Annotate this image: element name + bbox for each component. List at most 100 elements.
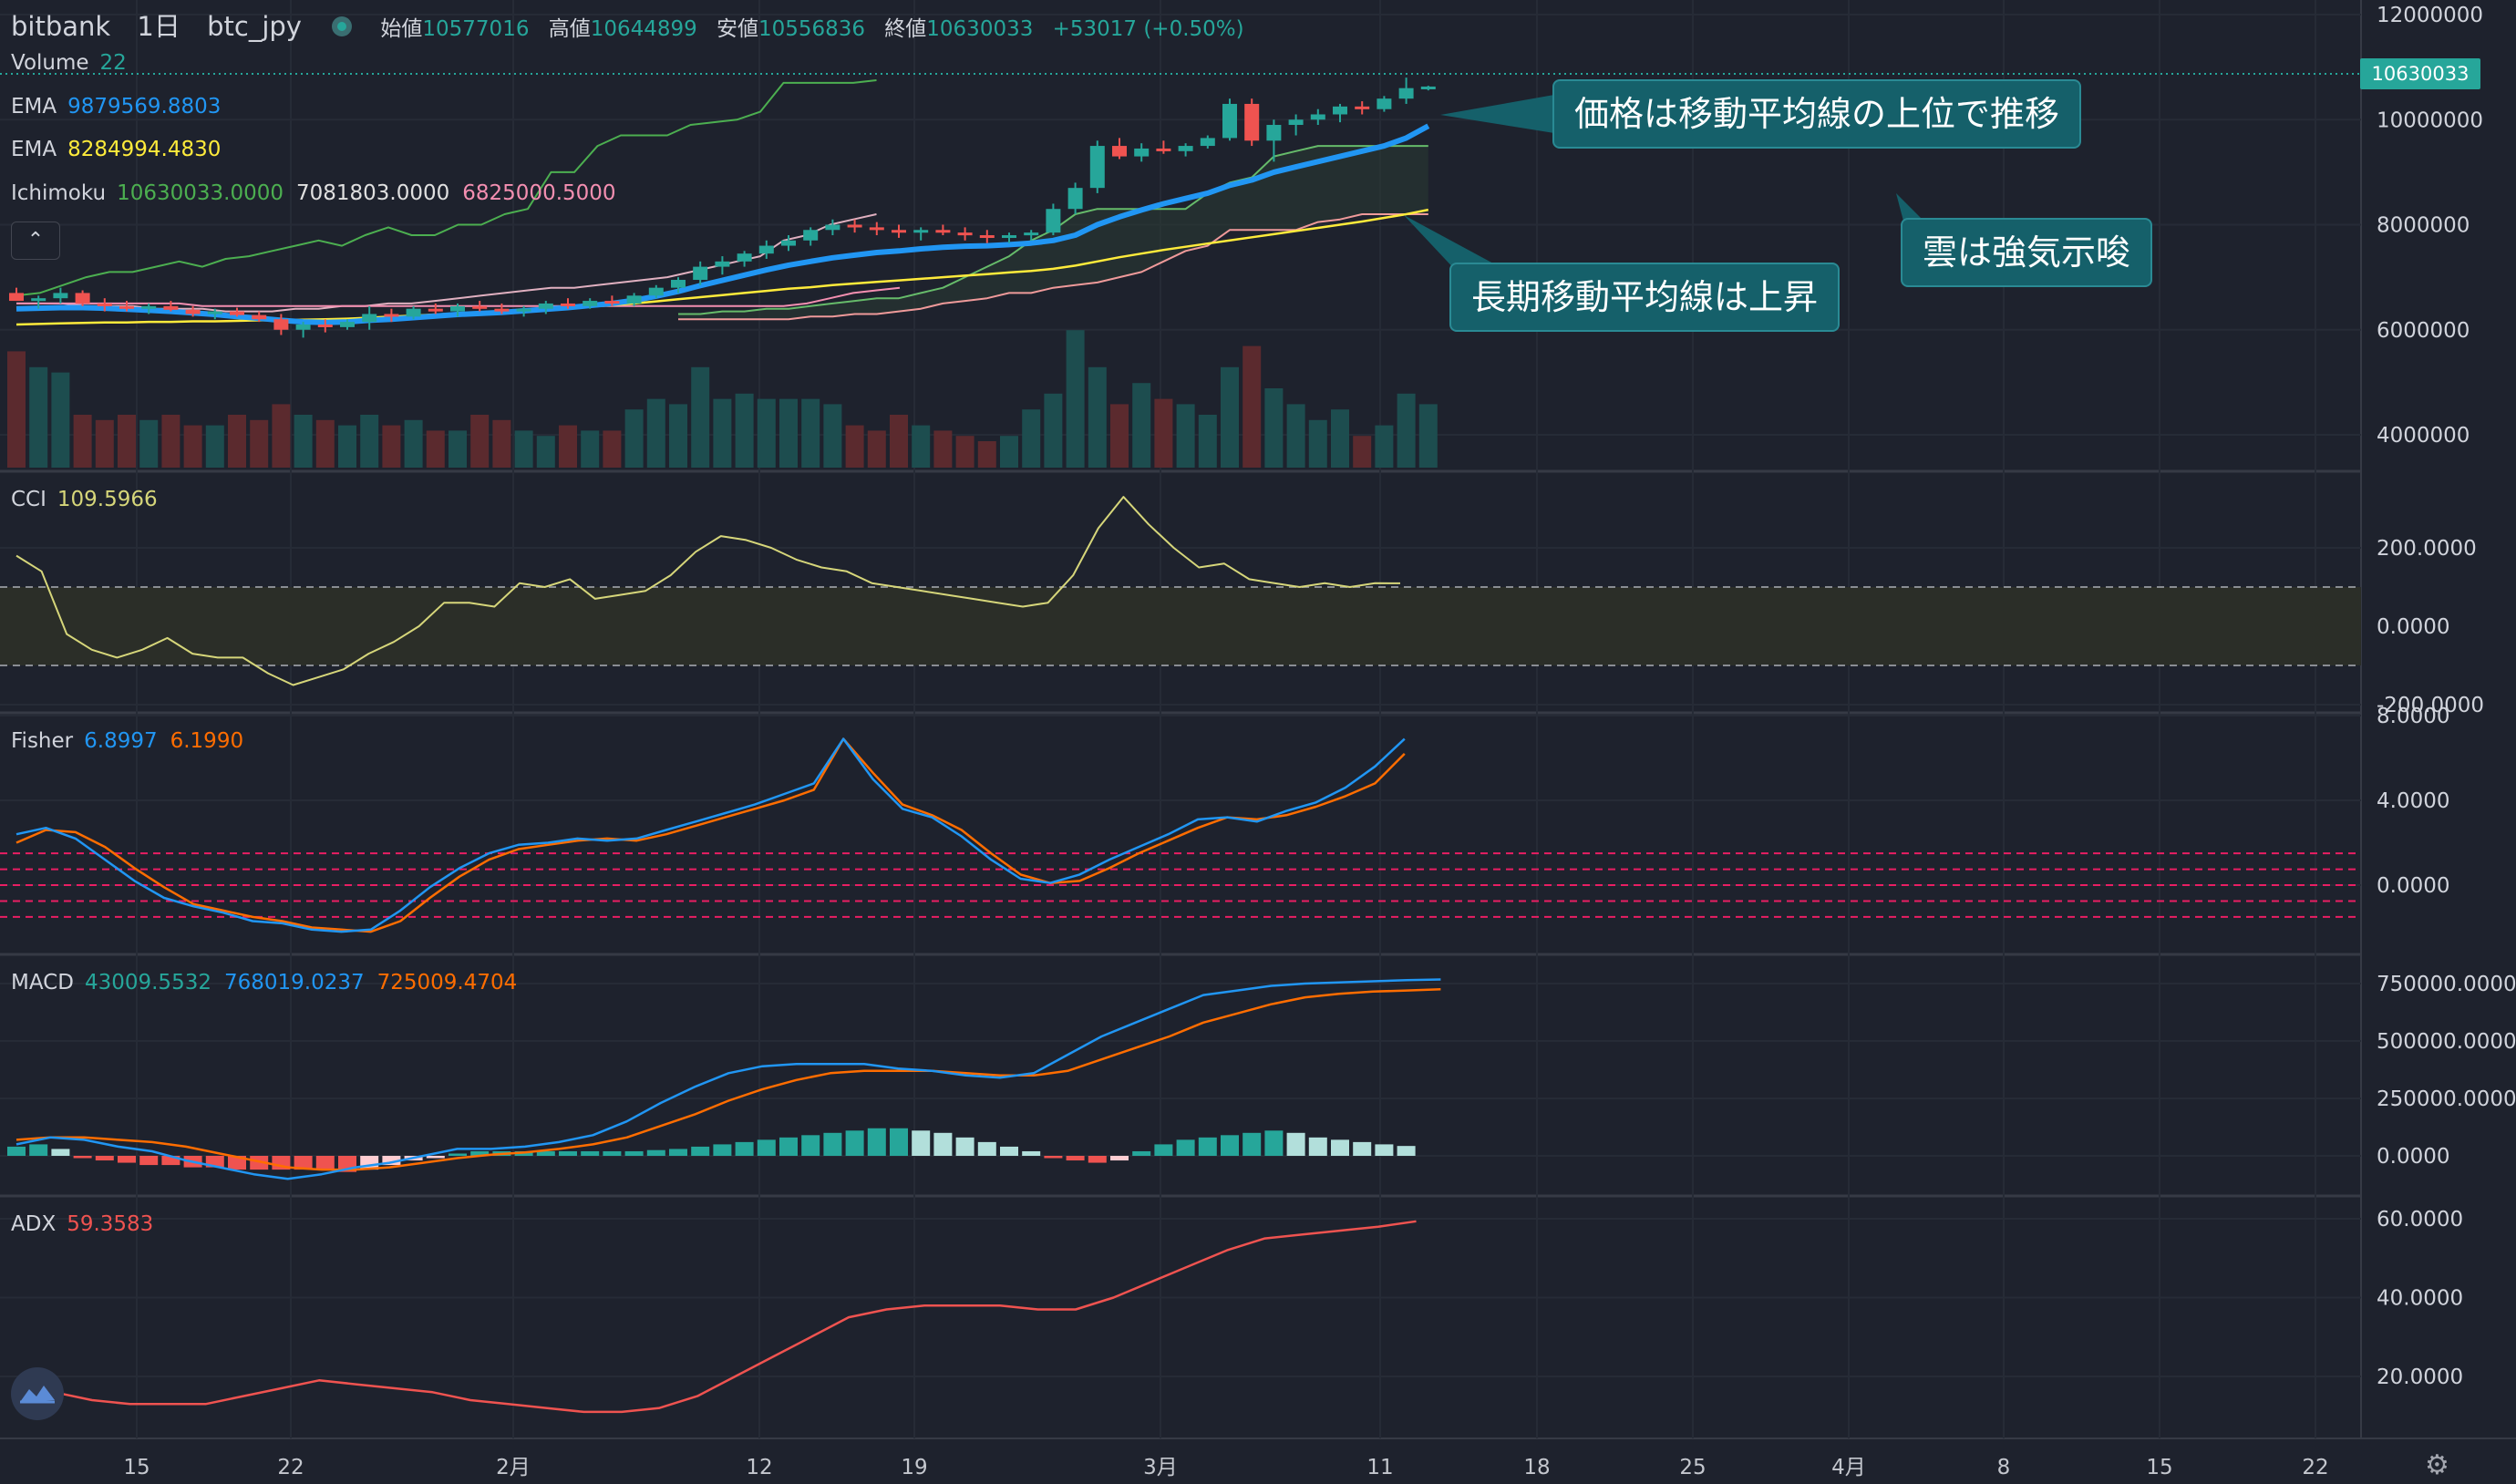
candle-body <box>1310 114 1325 120</box>
candle-body <box>1288 119 1304 126</box>
candle-body <box>1355 106 1370 109</box>
settings-gear-icon[interactable]: ⚙ <box>2425 1449 2449 1481</box>
macd-histogram-bar <box>713 1144 732 1156</box>
macd-histogram-bar <box>603 1150 622 1156</box>
candle-body <box>1222 103 1237 139</box>
volume-bar <box>1264 388 1284 468</box>
macd-histogram-bar <box>1154 1144 1173 1156</box>
candle-body <box>693 266 708 281</box>
macd-histogram-bar <box>1022 1150 1041 1156</box>
macd-histogram-bar <box>536 1150 555 1156</box>
macd-value: 768019.0237 <box>223 971 365 994</box>
fisher-pane[interactable] <box>0 737 2361 933</box>
legend-cci[interactable]: CCI 109.5966 <box>11 488 170 511</box>
macd-histogram-bar <box>977 1141 996 1156</box>
chart-axes: 15 22 2月 12 19 3月 11 18 25 4月 8 15 22 12000000 1000000… <box>123 4 2516 1479</box>
time-tick-label: 12 <box>746 1456 772 1479</box>
macd-signal-line <box>15 988 1441 1171</box>
time-tick-label: 22 <box>277 1456 304 1479</box>
volume-bar <box>1331 409 1349 468</box>
macd-histogram-bar <box>1110 1156 1129 1161</box>
legend-adx[interactable]: ADX 59.3583 <box>11 1212 166 1236</box>
value-tick-label: 40.0000 <box>2377 1287 2463 1311</box>
cci-value: 109.5966 <box>57 488 158 511</box>
volume-bar <box>912 425 931 468</box>
candle-body <box>538 303 553 309</box>
market-status-icon <box>332 16 353 36</box>
candle-body <box>1134 148 1150 157</box>
low-value: 10556836 <box>758 17 866 41</box>
macd-histogram-bar <box>161 1156 180 1166</box>
candle-body <box>1002 235 1016 239</box>
candle-body <box>362 314 377 323</box>
macd-histogram-bar <box>646 1149 665 1156</box>
volume-bar <box>29 366 48 468</box>
time-tick-label: 15 <box>2146 1456 2172 1479</box>
price-pane[interactable] <box>0 73 2361 468</box>
volume-value: 22 <box>99 51 127 75</box>
volume-bar <box>779 398 798 468</box>
macd-histogram-bar <box>845 1130 864 1156</box>
macd-histogram-bar <box>95 1156 114 1161</box>
macd-histogram-bar <box>1044 1156 1063 1159</box>
legend-label: Ichimoku <box>11 181 107 205</box>
legend-label: MACD <box>11 971 74 994</box>
candle-body <box>9 293 24 302</box>
macd-hist-value: 43009.5532 <box>84 971 211 994</box>
candle-body <box>892 230 906 233</box>
legend-ema-fast[interactable]: EMA 9879569.8803 <box>11 95 233 119</box>
macd-pane[interactable] <box>7 978 1441 1180</box>
candle-body <box>869 227 884 231</box>
annotation-price-above-ma[interactable]: 価格は移動平均線の上位で推移 <box>1552 79 2082 149</box>
ichimoku-value-3: 6825000.5000 <box>462 181 616 205</box>
collapse-legend-button[interactable]: ⌃ <box>11 222 60 260</box>
legend-fisher[interactable]: Fisher 6.8997 6.1990 <box>11 729 256 753</box>
candle-body <box>626 295 642 304</box>
candle-body <box>913 230 929 233</box>
high-label: 高値 <box>548 17 591 41</box>
candle-body <box>1398 88 1414 99</box>
volume-bar <box>183 425 202 468</box>
adx-pane[interactable] <box>15 1220 1417 1414</box>
macd-histogram-bar <box>1000 1146 1018 1156</box>
macd-line <box>15 978 1441 1180</box>
interval-label[interactable]: 1日 <box>137 11 180 42</box>
ema-fast-value: 9879569.8803 <box>67 95 222 119</box>
legend-label: EMA <box>11 138 57 161</box>
candle-body <box>1333 106 1347 115</box>
volume-bar <box>1353 436 1372 468</box>
value-tick-label: -200.0000 <box>2377 694 2484 717</box>
volume-bar <box>955 436 974 468</box>
candle-body <box>781 240 796 246</box>
symbol-header[interactable]: bitbank 1日 btc_jpy 始値10577016 高値10644899… <box>11 5 1255 44</box>
legend-macd[interactable]: MACD 43009.5532 768019.0237 725009.4704 <box>11 971 530 994</box>
annotation-cloud-bullish[interactable]: 雲は強気示唆 <box>1901 218 2153 287</box>
legend-ema-slow[interactable]: EMA 8284994.4830 <box>11 138 233 161</box>
macd-histogram-bar <box>426 1156 445 1159</box>
macd-histogram-bar <box>1264 1130 1284 1156</box>
legend-label: CCI <box>11 488 46 511</box>
candle-body <box>207 311 222 314</box>
cci-pane[interactable] <box>0 496 2361 686</box>
macd-histogram-bar <box>139 1156 159 1166</box>
ema-slow-line <box>15 208 1429 326</box>
volume-bar <box>1243 345 1262 468</box>
annotation-long-ma-rising[interactable]: 長期移動平均線は上昇 <box>1449 263 1841 332</box>
legend-volume[interactable]: Volume 22 <box>11 51 139 75</box>
tradingview-logo[interactable] <box>11 1367 64 1420</box>
macd-histogram-bar <box>757 1139 776 1156</box>
macd-histogram-bar <box>801 1135 820 1156</box>
volume-bar <box>977 441 996 468</box>
candle-body <box>1420 86 1436 89</box>
candle-body <box>273 319 289 330</box>
value-tick-label: 0.0000 <box>2377 615 2449 639</box>
legend-ichimoku[interactable]: Ichimoku 10630033.0000 7081803.0000 6825000… <box>11 181 629 205</box>
candle-body <box>97 303 112 306</box>
value-tick-label: 60.0000 <box>2377 1208 2463 1232</box>
pane-backgrounds <box>0 0 2516 1439</box>
volume-bar <box>382 425 401 468</box>
candle-body <box>185 309 201 314</box>
cloud-leading-span-b <box>678 213 1428 321</box>
value-tick-label: 4.0000 <box>2377 789 2449 813</box>
